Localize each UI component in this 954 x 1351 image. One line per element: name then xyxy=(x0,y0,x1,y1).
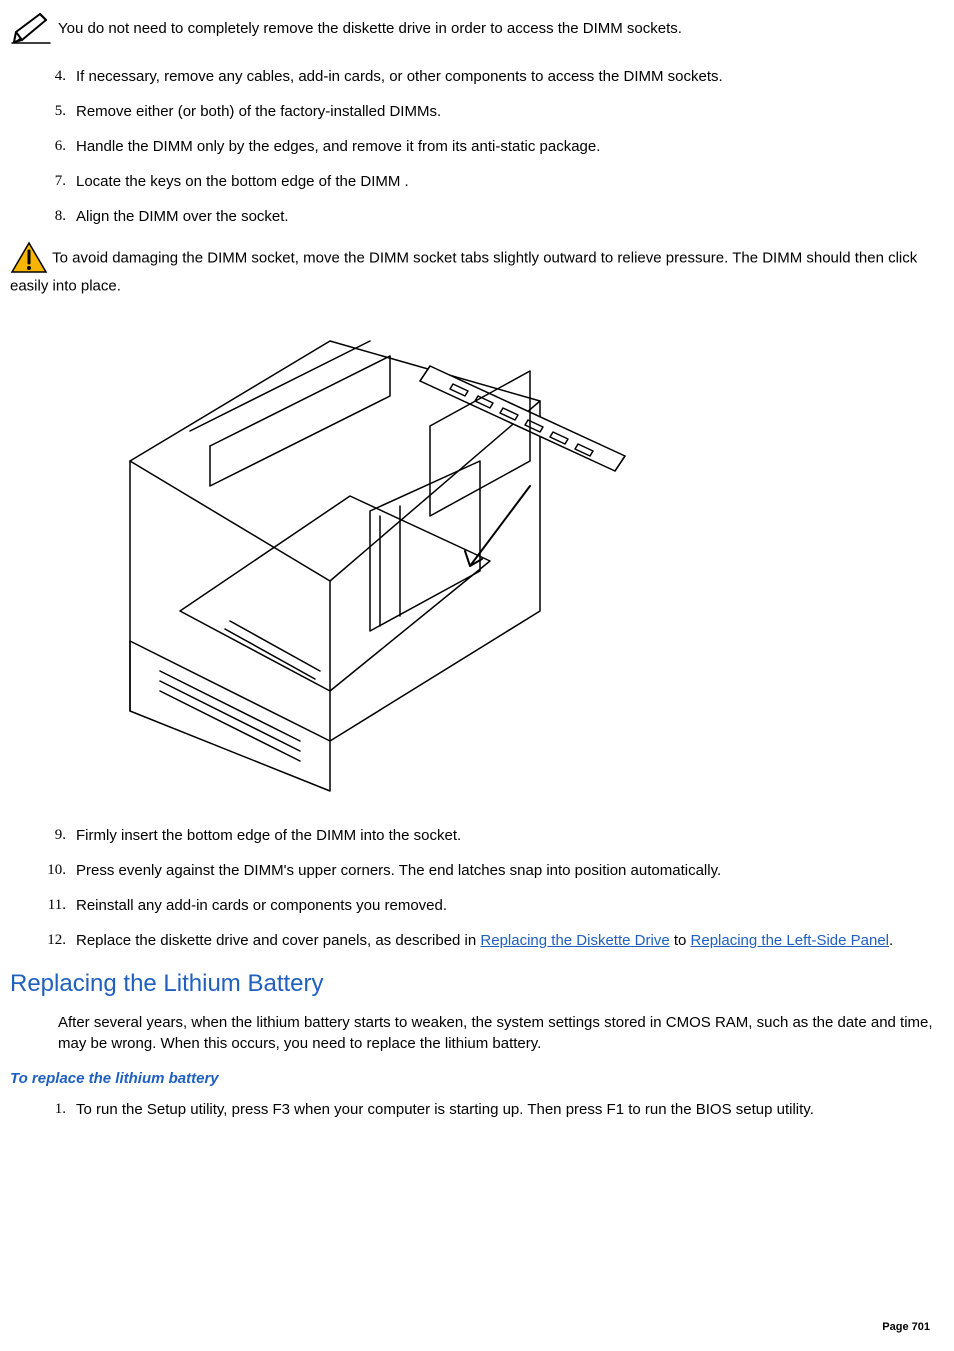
note-text: You do not need to completely remove the… xyxy=(52,10,682,39)
step-number: 1. xyxy=(44,1099,66,1120)
step-number: 12. xyxy=(44,930,66,951)
step-number: 9. xyxy=(44,825,66,846)
step-item: 9. Firmly insert the bottom edge of the … xyxy=(10,825,944,846)
step-item: 8. Align the DIMM over the socket. xyxy=(10,206,944,227)
step-item: 1. To run the Setup utility, press F3 wh… xyxy=(10,1099,944,1120)
steps-list-a: 4. If necessary, remove any cables, add-… xyxy=(10,66,944,227)
step-text: Press evenly against the DIMM's upper co… xyxy=(76,860,944,881)
step-text: Locate the keys on the bottom edge of th… xyxy=(76,171,944,192)
step-number: 8. xyxy=(44,206,66,227)
step-item: 6. Handle the DIMM only by the edges, an… xyxy=(10,136,944,157)
step-text: If necessary, remove any cables, add-in … xyxy=(76,66,944,87)
step-text-mid: to xyxy=(670,932,691,949)
step-text: To run the Setup utility, press F3 when … xyxy=(76,1099,944,1120)
step-number: 6. xyxy=(44,136,66,157)
procedure-subheading: To replace the lithium battery xyxy=(10,1068,944,1089)
caution-block: To avoid damaging the DIMM socket, move … xyxy=(10,241,944,297)
note-block: You do not need to completely remove the… xyxy=(10,10,944,52)
step-item: 11. Reinstall any add-in cards or compon… xyxy=(10,895,944,916)
steps-list-c: 1. To run the Setup utility, press F3 wh… xyxy=(10,1099,944,1120)
step-item: 7. Locate the keys on the bottom edge of… xyxy=(10,171,944,192)
step-text: Remove either (or both) of the factory-i… xyxy=(76,101,944,122)
section-paragraph: After several years, when the lithium ba… xyxy=(58,1012,944,1054)
xref-replacing-left-side-panel[interactable]: Replacing the Left-Side Panel xyxy=(691,932,889,949)
step-text: Handle the DIMM only by the edges, and r… xyxy=(76,136,944,157)
page-number: Page 701 xyxy=(882,1320,930,1335)
step-text-pre: Replace the diskette drive and cover pan… xyxy=(76,932,480,949)
step-number: 5. xyxy=(44,101,66,122)
step-number: 4. xyxy=(44,66,66,87)
step-text: Reinstall any add-in cards or components… xyxy=(76,895,944,916)
step-text-post: . xyxy=(889,932,893,949)
warning-triangle-icon xyxy=(10,249,52,266)
pencil-note-icon xyxy=(10,10,52,52)
steps-list-b: 9. Firmly insert the bottom edge of the … xyxy=(10,825,944,951)
step-item: 5. Remove either (or both) of the factor… xyxy=(10,101,944,122)
step-number: 10. xyxy=(44,860,66,881)
section-heading: Replacing the Lithium Battery xyxy=(10,967,944,1001)
step-number: 11. xyxy=(44,895,66,916)
step-text: Firmly insert the bottom edge of the DIM… xyxy=(76,825,944,846)
step-text: Replace the diskette drive and cover pan… xyxy=(76,930,944,951)
dimm-install-illustration xyxy=(70,311,944,807)
step-item: 12. Replace the diskette drive and cover… xyxy=(10,930,944,951)
step-text: Align the DIMM over the socket. xyxy=(76,206,944,227)
xref-replacing-diskette-drive[interactable]: Replacing the Diskette Drive xyxy=(480,932,669,949)
step-number: 7. xyxy=(44,171,66,192)
caution-text: To avoid damaging the DIMM socket, move … xyxy=(10,250,917,295)
step-item: 4. If necessary, remove any cables, add-… xyxy=(10,66,944,87)
step-item: 10. Press evenly against the DIMM's uppe… xyxy=(10,860,944,881)
